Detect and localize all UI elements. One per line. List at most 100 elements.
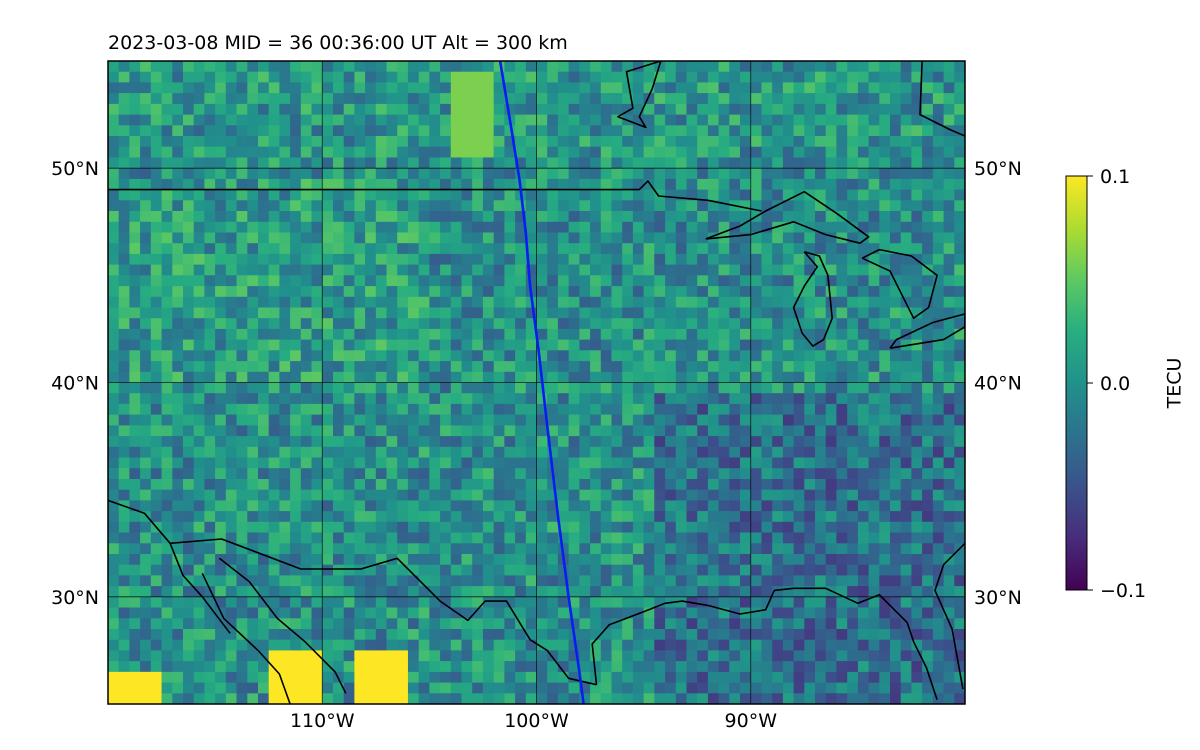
heatmap-cell <box>772 446 784 459</box>
heatmap-cell <box>857 221 870 234</box>
heatmap-cell <box>815 671 827 684</box>
x-tick-label: 90°W <box>725 710 778 732</box>
heatmap-cell <box>375 446 388 459</box>
heatmap-cell <box>547 350 559 362</box>
heatmap-cell <box>279 82 291 94</box>
heatmap-cell <box>258 393 270 405</box>
heatmap-cell <box>879 532 891 544</box>
heatmap-cell <box>386 71 398 83</box>
heatmap-cell <box>611 318 623 330</box>
heatmap-cell <box>922 307 934 319</box>
heatmap-cell <box>825 671 837 684</box>
heatmap-cell <box>879 436 891 448</box>
heatmap-cell <box>879 629 891 641</box>
heatmap-cell <box>568 671 580 684</box>
heatmap-cell <box>547 71 559 83</box>
colorbar-label: TECU <box>1164 358 1186 410</box>
heatmap-cell <box>450 575 463 587</box>
heatmap-cell <box>600 393 613 405</box>
heatmap-cell <box>622 178 634 191</box>
heatmap-cell <box>183 339 195 351</box>
heatmap-cell <box>236 554 248 566</box>
heatmap-cell <box>407 425 420 437</box>
heatmap-cell <box>761 596 773 609</box>
heatmap-cell <box>290 618 302 630</box>
heatmap-cell <box>322 639 334 651</box>
heatmap-cell <box>782 211 795 223</box>
heatmap-cell <box>418 671 430 684</box>
heatmap-cell <box>461 157 473 169</box>
heatmap-cell <box>643 243 655 255</box>
heatmap-cell <box>150 371 163 384</box>
heatmap-cell <box>236 286 248 298</box>
heatmap-cell <box>365 339 377 351</box>
heatmap-cell <box>932 232 945 244</box>
heatmap-cell <box>290 286 302 298</box>
heatmap-cell <box>247 136 259 148</box>
heatmap-cell <box>632 243 645 255</box>
heatmap-cell <box>804 489 816 501</box>
heatmap-cell <box>172 371 184 384</box>
heatmap-cell <box>825 61 837 73</box>
heatmap-cell <box>707 200 720 212</box>
heatmap-cell <box>643 564 655 576</box>
heatmap-cell <box>547 136 559 148</box>
heatmap-cell <box>322 575 334 587</box>
heatmap-cell <box>804 414 816 426</box>
heatmap-cell <box>654 168 666 180</box>
heatmap-cell <box>697 564 709 576</box>
heatmap-cell <box>611 693 623 704</box>
heatmap-cell <box>932 136 945 148</box>
heatmap-cell <box>515 232 527 244</box>
heatmap-cell <box>333 596 345 609</box>
heatmap-cell <box>418 339 430 351</box>
heatmap-cell <box>375 125 388 137</box>
heatmap-cell <box>172 393 184 405</box>
heatmap-cell <box>740 296 752 309</box>
heatmap-cell <box>922 125 934 137</box>
heatmap-cell <box>879 468 891 480</box>
heatmap-cell <box>665 532 677 544</box>
heatmap-cell <box>536 650 548 662</box>
heatmap-cell <box>193 425 205 437</box>
heatmap-cell <box>268 157 280 169</box>
heatmap-cell <box>815 489 827 501</box>
heatmap-cell <box>440 103 452 116</box>
heatmap-cell <box>429 650 441 662</box>
heatmap-cell <box>118 596 130 609</box>
heatmap-cell <box>547 168 559 180</box>
heatmap-cell <box>911 307 923 319</box>
heatmap-cell <box>172 275 184 287</box>
heatmap-cell <box>900 371 912 384</box>
heatmap-cell <box>300 178 313 191</box>
heatmap-cell <box>150 296 163 309</box>
heatmap-cell <box>879 286 891 298</box>
heatmap-cell <box>590 253 602 266</box>
heatmap-cell <box>386 61 398 73</box>
heatmap-cell <box>429 318 441 330</box>
heatmap-cell <box>461 393 473 405</box>
heatmap-cell <box>515 500 527 512</box>
heatmap-cell <box>547 103 559 116</box>
heatmap-cell <box>815 596 827 609</box>
heatmap-cell <box>354 521 366 534</box>
heatmap-cell <box>536 350 548 362</box>
heatmap-cell <box>879 575 891 587</box>
heatmap-cell <box>697 221 709 234</box>
heatmap-cell <box>782 661 795 673</box>
heatmap-cell <box>815 586 827 598</box>
heatmap-cell <box>429 661 441 673</box>
heatmap-cell <box>654 189 666 201</box>
heatmap-cell <box>461 189 473 201</box>
heatmap-cell <box>140 232 152 244</box>
heatmap-cell <box>354 253 366 266</box>
heatmap-cell <box>697 200 709 212</box>
heatmap-cell <box>825 436 837 448</box>
heatmap-cell <box>954 693 965 704</box>
heatmap-cell <box>215 543 227 555</box>
heatmap-cell <box>815 114 827 126</box>
heatmap-cell <box>504 136 516 148</box>
heatmap-cell <box>150 361 163 373</box>
heatmap-cell <box>258 639 270 651</box>
heatmap-cell <box>590 629 602 641</box>
